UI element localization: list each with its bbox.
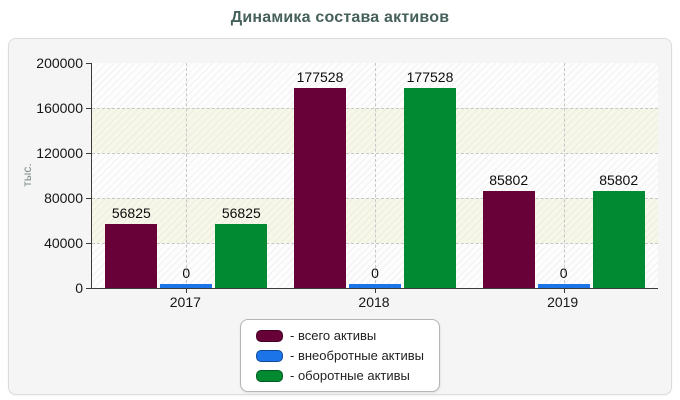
bar <box>349 284 401 288</box>
bar <box>160 284 213 288</box>
bar-value-label: 177528 <box>296 69 344 85</box>
x-tick-mark <box>563 289 565 293</box>
bar-value-label: 177528 <box>406 69 454 85</box>
bar <box>592 191 645 288</box>
y-tick-mark <box>86 153 91 154</box>
legend-label: - внеобротные активы <box>290 348 424 363</box>
legend-swatch <box>256 329 284 342</box>
x-tick-mark <box>186 289 188 293</box>
y-tick-mark <box>86 63 91 64</box>
legend-item: - оборотные активы <box>256 368 424 383</box>
x-tick-label: 2019 <box>547 294 579 310</box>
bar <box>215 224 268 288</box>
y-tick-label: 120000 <box>36 145 83 161</box>
chart-title: Динамика состава активов <box>230 9 450 26</box>
legend-label: - всего активы <box>290 328 377 343</box>
y-tick-mark <box>86 243 91 244</box>
legend: - всего активы - внеобротные активы - обор… <box>240 319 440 392</box>
bar-value-label: 56825 <box>111 205 151 221</box>
y-tick-label: 40000 <box>44 235 83 251</box>
bar <box>537 284 590 288</box>
bar-value-label: 56825 <box>221 205 261 221</box>
bar <box>105 224 158 288</box>
bar-value-label: 0 <box>371 265 379 281</box>
bar <box>294 88 346 288</box>
chart-panel: тыс. 56825 177528 85802 0 0 0 56825 177528 85802… <box>8 38 672 395</box>
bar <box>482 191 535 288</box>
bar-value-label: 85802 <box>489 172 529 188</box>
gridline-v <box>563 63 565 288</box>
y-tick-mark <box>86 288 91 289</box>
x-tick-label: 2017 <box>169 294 201 310</box>
gridline-v <box>186 63 188 288</box>
bar-value-label: 0 <box>182 265 191 281</box>
x-axis-labels: 2017 2018 2019 <box>9 39 671 394</box>
legend-label: - оборотные активы <box>290 368 410 383</box>
y-axis-labels: 0 40000 80000 120000 160000 200000 <box>9 39 83 394</box>
y-tick-label: 80000 <box>44 190 83 206</box>
x-tick-mark <box>375 289 376 293</box>
bar-value-label: 0 <box>559 265 568 281</box>
y-tick-label: 200000 <box>36 55 83 71</box>
y-tick-label: 160000 <box>36 100 83 116</box>
y-tick-mark <box>86 108 91 109</box>
gridline-v <box>375 63 376 288</box>
y-tick-mark <box>86 198 91 199</box>
legend-swatch <box>256 349 284 362</box>
legend-item: - внеобротные активы <box>256 348 424 363</box>
bar-value-label: 85802 <box>599 172 639 188</box>
y-tick-label: 0 <box>75 280 83 296</box>
bar <box>404 88 456 288</box>
x-tick-label: 2018 <box>358 294 390 310</box>
legend-swatch <box>256 369 284 382</box>
legend-item: - всего активы <box>256 328 424 343</box>
plot-area: 56825 177528 85802 0 0 0 56825 177528 85802 <box>86 63 658 293</box>
